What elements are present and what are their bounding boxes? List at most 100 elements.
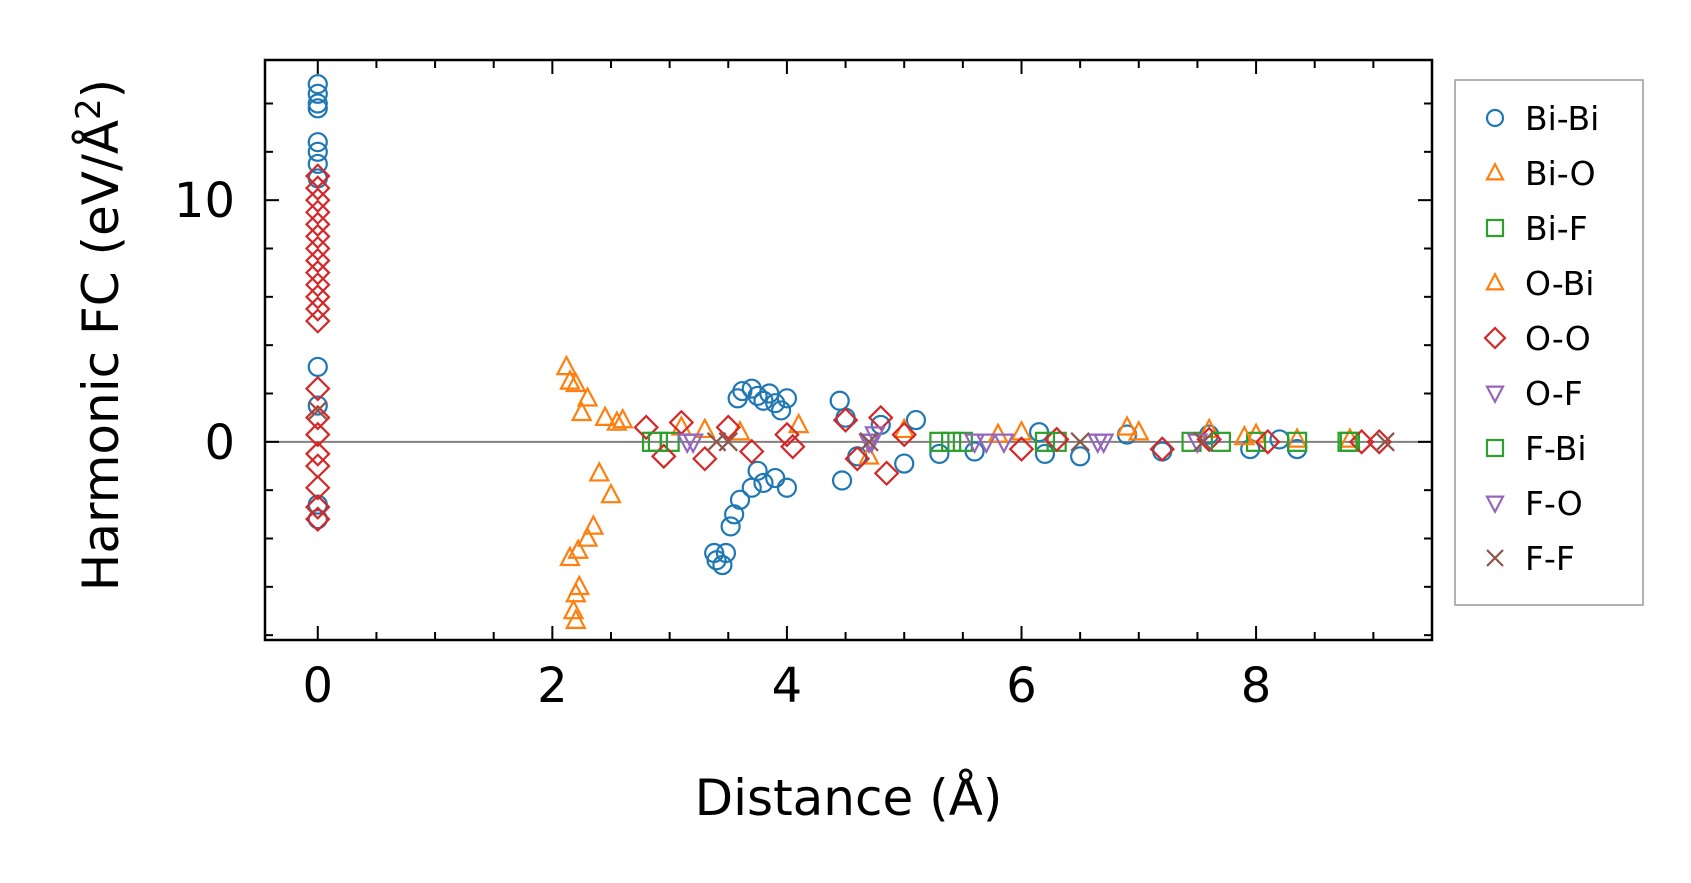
data-point-o-o — [304, 175, 331, 201]
data-point-bi-bi — [765, 393, 786, 414]
data-point-bi-bi — [753, 472, 774, 494]
data-point-bi-bi — [720, 516, 741, 537]
data-point-bi-bi — [307, 509, 328, 530]
legend-entry-bi-f: Bi-F — [1485, 209, 1588, 248]
data-point-o-o — [304, 247, 331, 274]
y-tick-label: 0 — [204, 415, 235, 471]
plot-frame — [263, 58, 1434, 642]
data-point-f-f — [1070, 432, 1090, 452]
data-point-bi-bi — [747, 460, 768, 481]
data-point-bi-o — [555, 354, 578, 376]
data-point-bi-bi — [307, 395, 328, 416]
data-point-o-bi — [1233, 424, 1256, 446]
data-point-o-o — [304, 223, 331, 250]
legend-marker-triangle-down-icon — [1485, 495, 1505, 515]
data-point-o-f — [993, 433, 1015, 455]
data-point-o-o — [304, 284, 331, 310]
data-point-bi-bi — [905, 409, 927, 431]
data-point-f-f — [718, 432, 739, 452]
data-point-o-o — [774, 421, 800, 448]
data-point-bi-f — [1287, 431, 1308, 452]
data-point-bi-o — [564, 608, 587, 629]
data-point-o-o — [867, 404, 894, 431]
data-point-bi-bi — [307, 74, 328, 95]
data-point-bi-o — [600, 482, 622, 504]
data-point-bi-bi — [831, 470, 853, 491]
data-point-f-bi — [941, 431, 962, 452]
x-tick-label: 8 — [1241, 658, 1272, 714]
data-point-bi-o — [576, 386, 599, 407]
data-point-bi-bi — [929, 443, 950, 465]
legend-marker-triangle-up-icon — [1485, 161, 1505, 181]
data-point-bi-bi — [307, 153, 328, 175]
y-axis-label-superscript: 2 — [69, 98, 109, 120]
data-point-bi-bi — [829, 390, 850, 411]
x-tick-label: 6 — [1006, 658, 1037, 714]
legend-label: Bi-F — [1525, 209, 1588, 248]
data-point-o-o — [304, 271, 331, 298]
data-point-o-o — [873, 460, 900, 487]
data-point-bi-o — [562, 598, 585, 620]
data-point-bi-o — [787, 412, 810, 434]
data-point-bi-o — [564, 371, 587, 393]
data-point-o-o — [891, 421, 918, 448]
data-point-bi-o — [582, 514, 605, 535]
data-point-f-bi — [647, 431, 669, 452]
data-point-f-f — [1193, 432, 1214, 452]
legend-entry-f-f: F-F — [1486, 539, 1575, 578]
data-point-o-o — [1008, 436, 1035, 462]
legend-label: F-Bi — [1525, 429, 1587, 468]
data-point-o-o — [304, 404, 331, 431]
data-point-f-f — [859, 432, 879, 452]
data-point-o-o — [738, 438, 765, 465]
legend-marker-diamond-icon — [1483, 326, 1507, 350]
data-point-o-o — [715, 414, 742, 441]
data-point-bi-f — [1245, 431, 1267, 452]
data-point-o-bi — [694, 417, 716, 439]
legend-entry-o-o: O-O — [1483, 319, 1591, 358]
data-point-o-o — [304, 441, 331, 467]
data-point-o-bi — [570, 400, 593, 422]
legend-label: O-O — [1525, 319, 1591, 358]
legend-label: O-F — [1525, 374, 1583, 413]
legend-entry-f-bi: F-Bi — [1485, 429, 1587, 468]
series-bi-bi — [307, 74, 1308, 576]
data-point-bi-bi — [715, 542, 737, 564]
y-axis-label-close: ) — [72, 79, 130, 99]
data-point-o-f — [963, 433, 986, 455]
data-point-bi-bi — [1269, 429, 1290, 450]
legend-entry-bi-o: Bi-O — [1485, 154, 1596, 193]
data-point-o-bi — [1127, 419, 1150, 441]
series-f-bi — [647, 431, 1358, 452]
data-point-f-f — [1375, 432, 1395, 452]
data-point-o-o — [304, 421, 331, 448]
data-point-bi-bi — [307, 132, 328, 153]
data-point-o-o — [692, 445, 718, 472]
data-point-bi-o — [611, 407, 634, 429]
data-point-bi-bi — [776, 477, 798, 498]
data-point-o-o — [650, 443, 677, 470]
data-point-bi-o — [568, 574, 591, 596]
data-point-bi-bi — [770, 400, 792, 421]
y-axis-label: Harmonic FC (eV/Å2) — [69, 79, 130, 591]
data-point-f-o — [975, 433, 998, 455]
data-point-o-o — [844, 445, 871, 472]
data-point-f-bi — [1337, 431, 1358, 452]
data-point-o-o — [304, 187, 331, 213]
data-point-f-f — [308, 400, 328, 421]
data-point-o-o — [304, 296, 331, 322]
data-point-o-o — [304, 494, 331, 520]
data-point-o-o — [1366, 429, 1393, 455]
data-point-bi-bi — [307, 98, 328, 119]
data-point-o-o — [304, 211, 331, 238]
data-point-o-bi — [588, 460, 611, 482]
data-point-o-o — [832, 407, 859, 433]
x-axis-label: Distance (Å) — [695, 769, 1003, 827]
data-point-bi-o — [1286, 427, 1308, 448]
data-point-o-o — [304, 199, 331, 226]
data-point-o-o — [304, 474, 331, 501]
data-point-bi-bi — [712, 554, 733, 576]
data-point-bi-bi — [776, 388, 798, 409]
data-point-bi-bi — [1034, 443, 1056, 465]
